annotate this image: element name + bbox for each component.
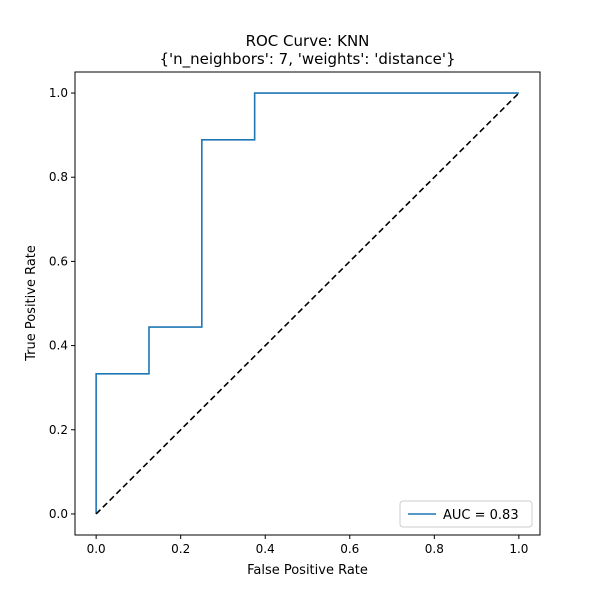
x-tick-label: 0.0: [87, 542, 106, 556]
legend-box: [399, 500, 533, 528]
legend-label: AUC = 0.83: [443, 508, 519, 523]
x-tick-label: 0.8: [425, 542, 444, 556]
diagonal-reference-line: [95, 92, 520, 515]
plot-area: 0.0 0.2 0.4 0.6 0.8 1.0 0.0 0.2 0.4 0.6 0.8 1.0 AUC …: [49, 71, 541, 556]
y-tick-label: 0.0: [49, 507, 68, 521]
x-tick-label: 1.0: [509, 542, 528, 556]
plot-frame: [74, 71, 541, 536]
y-tick-label: 0.2: [49, 423, 68, 437]
chart-subtitle: {'n_neighbors': 7, 'weights': 'distance'…: [159, 50, 455, 69]
roc-series-line: [95, 92, 519, 514]
y-tick-label: 1.0: [49, 86, 68, 100]
x-tick-label: 0.4: [256, 542, 275, 556]
y-tick-label: 0.6: [49, 254, 68, 268]
chart-title: ROC Curve: KNN: [246, 32, 370, 50]
y-tick-label: 0.8: [49, 170, 68, 184]
x-axis-label: False Positive Rate: [247, 563, 368, 578]
y-tick-label: 0.4: [49, 339, 68, 353]
y-axis-label: True Positive Rate: [24, 245, 39, 362]
x-tick-label: 0.2: [171, 542, 190, 556]
x-tick-label: 0.6: [340, 542, 359, 556]
